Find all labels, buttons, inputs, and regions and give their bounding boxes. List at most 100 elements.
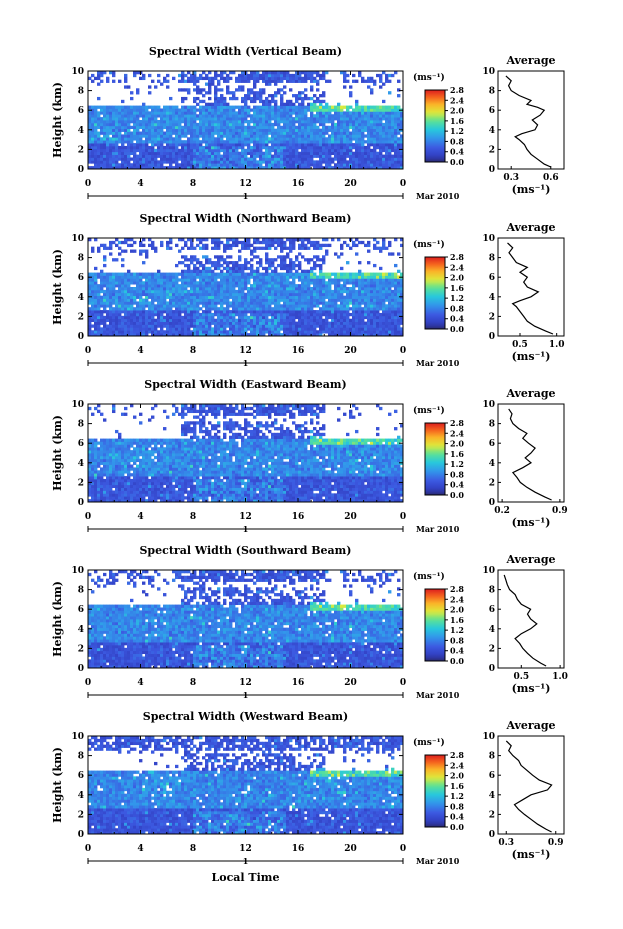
average-profile-line (505, 740, 553, 833)
average-x-tick-label: 0.9 (552, 506, 568, 516)
y-axis-label: Height (km) (51, 82, 64, 158)
colorbar (424, 422, 446, 496)
average-title: Average (505, 221, 555, 234)
average-x-tick-label: 0.5 (513, 672, 529, 682)
colorbar-tick-label: 0.4 (450, 646, 464, 656)
x-tick-label: 4 (137, 678, 143, 688)
colorbar-tick-label: 0.0 (450, 656, 464, 666)
average-title: Average (505, 719, 555, 732)
y-tick-label: 6 (78, 273, 84, 283)
x-tick-label: 8 (190, 346, 196, 356)
average-profile-line (507, 242, 554, 335)
colorbar-tick-label: 0.4 (450, 147, 464, 157)
y-tick-label: 10 (71, 234, 84, 244)
average-y-tick-label: 10 (482, 234, 495, 244)
average-y-tick-label: 4 (489, 625, 495, 635)
x-axis-label: Local Time (212, 871, 280, 884)
average-title: Average (505, 553, 555, 566)
average-y-tick-label: 10 (482, 732, 495, 742)
average-y-tick-label: 4 (489, 293, 495, 303)
colorbar-tick-label: 0.0 (450, 324, 464, 334)
average-x-tick-label: 0.2 (494, 506, 510, 516)
y-tick-label: 0 (78, 830, 84, 840)
colorbar-unit: (ms⁻¹) (413, 571, 445, 582)
average-y-tick-label: 6 (489, 273, 495, 283)
average-x-tick-label: 0.6 (543, 173, 559, 183)
x-tick-label: 0 (400, 678, 406, 688)
y-tick-label: 10 (71, 400, 84, 410)
average-y-tick-label: 2 (489, 478, 495, 488)
average-y-tick-label: 2 (489, 644, 495, 654)
colorbar-tick-label: 0.8 (450, 303, 464, 313)
colorbar-tick-label: 0.0 (450, 490, 464, 500)
date-label: Mar 2010 (416, 524, 460, 534)
colorbar-tick-label: 0.4 (450, 314, 464, 324)
y-axis-label: Height (km) (51, 581, 64, 657)
date-label: Mar 2010 (416, 856, 460, 866)
average-y-tick-label: 0 (489, 664, 495, 674)
date-day: 1 (243, 191, 249, 201)
average-y-tick-label: 8 (489, 254, 495, 264)
colorbar (424, 754, 446, 828)
average-profile-line (503, 574, 547, 667)
colorbar-tick-label: 2.8 (450, 418, 464, 428)
average-x-tick-label: 0.3 (503, 173, 519, 183)
x-tick-label: 12 (239, 346, 252, 356)
colorbar-tick-label: 2.4 (450, 428, 464, 438)
x-tick-label: 0 (400, 346, 406, 356)
y-tick-label: 4 (78, 293, 84, 303)
average-frame (497, 403, 565, 503)
colorbar-tick-label: 2.8 (450, 584, 464, 594)
colorbar-tick-label: 0.4 (450, 480, 464, 490)
average-profile-line (508, 408, 552, 501)
average-profile: Average 0 2 4 6 8 10 0.3 0.6(ms⁻¹) (482, 54, 565, 196)
x-tick-label: 16 (292, 179, 305, 189)
colorbar-unit: (ms⁻¹) (413, 72, 445, 83)
date-label: Mar 2010 (416, 358, 460, 368)
x-tick-label: 8 (190, 678, 196, 688)
average-y-tick-label: 8 (489, 87, 495, 97)
colorbar-tick-label: 1.6 (450, 615, 464, 625)
x-tick-label: 4 (137, 844, 143, 854)
y-tick-label: 10 (71, 67, 84, 77)
x-tick-label: 12 (239, 512, 252, 522)
colorbar-tick-label: 1.2 (450, 459, 464, 469)
panel-title: Spectral Width (Southward Beam) (139, 544, 351, 557)
panel-title: Spectral Width (Westward Beam) (143, 710, 348, 723)
x-tick-label: 20 (344, 678, 357, 688)
average-y-tick-label: 8 (489, 752, 495, 762)
average-x-label: (ms⁻¹) (512, 848, 551, 861)
y-tick-label: 2 (78, 312, 84, 322)
average-y-tick-label: 8 (489, 586, 495, 596)
average-y-tick-label: 6 (489, 106, 495, 116)
average-y-tick-label: 10 (482, 400, 495, 410)
x-tick-label: 20 (344, 844, 357, 854)
x-tick-label: 12 (239, 844, 252, 854)
x-tick-label: 16 (292, 512, 305, 522)
colorbar (424, 89, 446, 163)
colorbar-tick-label: 2.8 (450, 85, 464, 95)
y-axis-label: Height (km) (51, 249, 64, 325)
average-y-tick-label: 2 (489, 312, 495, 322)
colorbar-tick-label: 0.0 (450, 157, 464, 167)
colorbar-tick-label: 2.4 (450, 594, 464, 604)
x-tick-label: 4 (137, 346, 143, 356)
colorbar-tick-label: 2.0 (450, 771, 464, 781)
x-tick-label: 8 (190, 512, 196, 522)
x-tick-label: 0 (85, 512, 91, 522)
y-tick-label: 2 (78, 478, 84, 488)
date-day: 1 (243, 524, 249, 534)
y-tick-label: 8 (78, 420, 84, 430)
average-y-tick-label: 2 (489, 810, 495, 820)
colorbar-tick-label: 1.2 (450, 126, 464, 136)
colorbar-tick-label: 1.6 (450, 781, 464, 791)
colorbar-tick-label: 0.0 (450, 822, 464, 832)
colorbar-tick-label: 2.0 (450, 605, 464, 615)
y-axis-label: Height (km) (51, 747, 64, 823)
average-frame (497, 569, 565, 669)
colorbar-tick-label: 0.4 (450, 812, 464, 822)
y-tick-label: 4 (78, 126, 84, 136)
x-tick-label: 20 (344, 512, 357, 522)
